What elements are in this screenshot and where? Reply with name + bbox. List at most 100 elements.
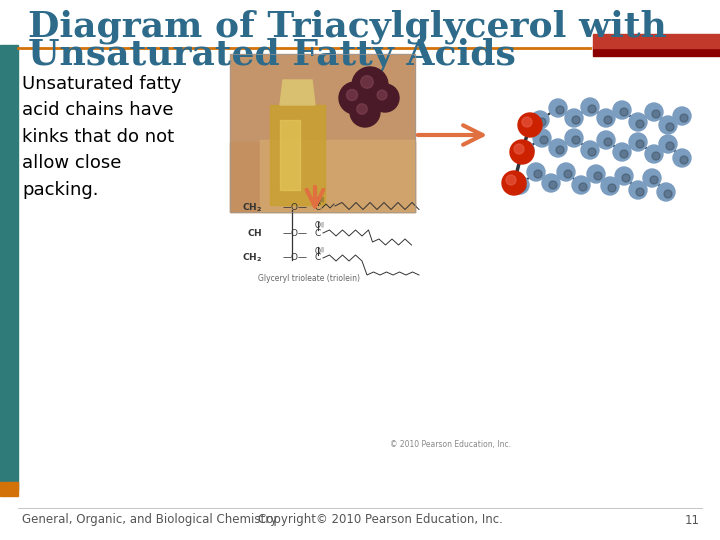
Circle shape — [636, 140, 644, 148]
Text: O: O — [315, 246, 321, 255]
Circle shape — [604, 116, 612, 124]
Circle shape — [518, 183, 526, 191]
Circle shape — [650, 176, 658, 184]
Circle shape — [652, 152, 660, 160]
Text: ||: || — [320, 196, 324, 202]
Circle shape — [356, 104, 367, 114]
Text: —O—: —O— — [283, 253, 308, 262]
Circle shape — [371, 84, 399, 112]
Circle shape — [361, 76, 373, 89]
Circle shape — [664, 190, 672, 198]
Text: Unsaturated Fatty Acids: Unsaturated Fatty Acids — [28, 37, 516, 71]
Text: C: C — [315, 204, 321, 213]
Circle shape — [666, 142, 674, 150]
Text: —O—: —O— — [283, 204, 308, 213]
Circle shape — [597, 131, 615, 149]
Text: $\mathbf{CH}$: $\mathbf{CH}$ — [247, 227, 262, 239]
Circle shape — [636, 120, 644, 128]
Circle shape — [549, 99, 567, 117]
Circle shape — [557, 163, 575, 181]
Text: O: O — [315, 221, 321, 231]
Circle shape — [516, 141, 534, 159]
Circle shape — [352, 67, 388, 103]
Circle shape — [673, 149, 691, 167]
Bar — [0, 482, 18, 496]
Circle shape — [680, 114, 688, 122]
Circle shape — [533, 129, 551, 147]
Text: Copyright© 2010 Pearson Education, Inc.: Copyright© 2010 Pearson Education, Inc. — [258, 514, 503, 526]
Circle shape — [540, 136, 548, 144]
Circle shape — [613, 143, 631, 161]
Bar — [230, 54, 415, 212]
Text: Diagram of Triacylglycerol with: Diagram of Triacylglycerol with — [28, 10, 667, 44]
Text: ||: || — [320, 246, 324, 252]
Circle shape — [629, 181, 647, 199]
Circle shape — [579, 183, 587, 191]
Circle shape — [636, 188, 644, 196]
Circle shape — [652, 110, 660, 118]
Circle shape — [502, 171, 526, 195]
Circle shape — [659, 116, 677, 134]
Circle shape — [620, 150, 628, 158]
Bar — [230, 54, 415, 212]
Circle shape — [377, 90, 387, 100]
Circle shape — [588, 105, 596, 113]
Circle shape — [581, 141, 599, 159]
Text: C: C — [315, 228, 321, 238]
Circle shape — [572, 136, 580, 144]
Bar — [280, 120, 300, 190]
Bar — [0, 45, 18, 490]
Bar — [270, 105, 325, 205]
Circle shape — [608, 184, 616, 192]
Circle shape — [629, 113, 647, 131]
Text: ||: || — [320, 221, 324, 227]
Circle shape — [673, 107, 691, 125]
Circle shape — [514, 144, 524, 154]
Circle shape — [510, 140, 534, 164]
Circle shape — [564, 170, 572, 178]
Circle shape — [594, 172, 602, 180]
Circle shape — [666, 123, 674, 131]
Circle shape — [522, 117, 532, 127]
Bar — [593, 34, 720, 48]
Circle shape — [645, 103, 663, 121]
Bar — [230, 142, 415, 212]
Circle shape — [518, 113, 542, 137]
Text: C: C — [315, 253, 321, 262]
Circle shape — [511, 176, 529, 194]
Circle shape — [680, 156, 688, 164]
Circle shape — [597, 109, 615, 127]
Circle shape — [581, 98, 599, 116]
Circle shape — [613, 101, 631, 119]
Circle shape — [506, 175, 516, 185]
Circle shape — [350, 97, 380, 127]
Text: $\mathbf{CH_2}$: $\mathbf{CH_2}$ — [242, 252, 262, 264]
Circle shape — [549, 139, 567, 157]
Text: $\mathbf{CH_2}$: $\mathbf{CH_2}$ — [242, 202, 262, 214]
Circle shape — [565, 129, 583, 147]
Circle shape — [534, 170, 542, 178]
Circle shape — [657, 183, 675, 201]
Circle shape — [645, 145, 663, 163]
Circle shape — [549, 181, 557, 189]
Text: © 2010 Pearson Education, Inc.: © 2010 Pearson Education, Inc. — [390, 441, 510, 449]
Circle shape — [556, 106, 564, 114]
Text: —O—: —O— — [283, 228, 308, 238]
Text: Glyceryl trioleate (triolein): Glyceryl trioleate (triolein) — [258, 274, 360, 283]
Circle shape — [572, 176, 590, 194]
Circle shape — [659, 135, 677, 153]
Circle shape — [565, 109, 583, 127]
Circle shape — [523, 148, 531, 156]
Circle shape — [346, 90, 358, 100]
Circle shape — [620, 108, 628, 116]
Bar — [593, 46, 720, 56]
Text: General, Organic, and Biological Chemistry: General, Organic, and Biological Chemist… — [22, 514, 277, 526]
Text: Unsaturated fatty
acid chains have
kinks that do not
allow close
packing.: Unsaturated fatty acid chains have kinks… — [22, 75, 181, 199]
Circle shape — [572, 116, 580, 124]
Circle shape — [527, 163, 545, 181]
Polygon shape — [280, 80, 315, 105]
Circle shape — [588, 148, 596, 156]
Circle shape — [604, 138, 612, 146]
Circle shape — [601, 177, 619, 195]
Circle shape — [556, 146, 564, 154]
